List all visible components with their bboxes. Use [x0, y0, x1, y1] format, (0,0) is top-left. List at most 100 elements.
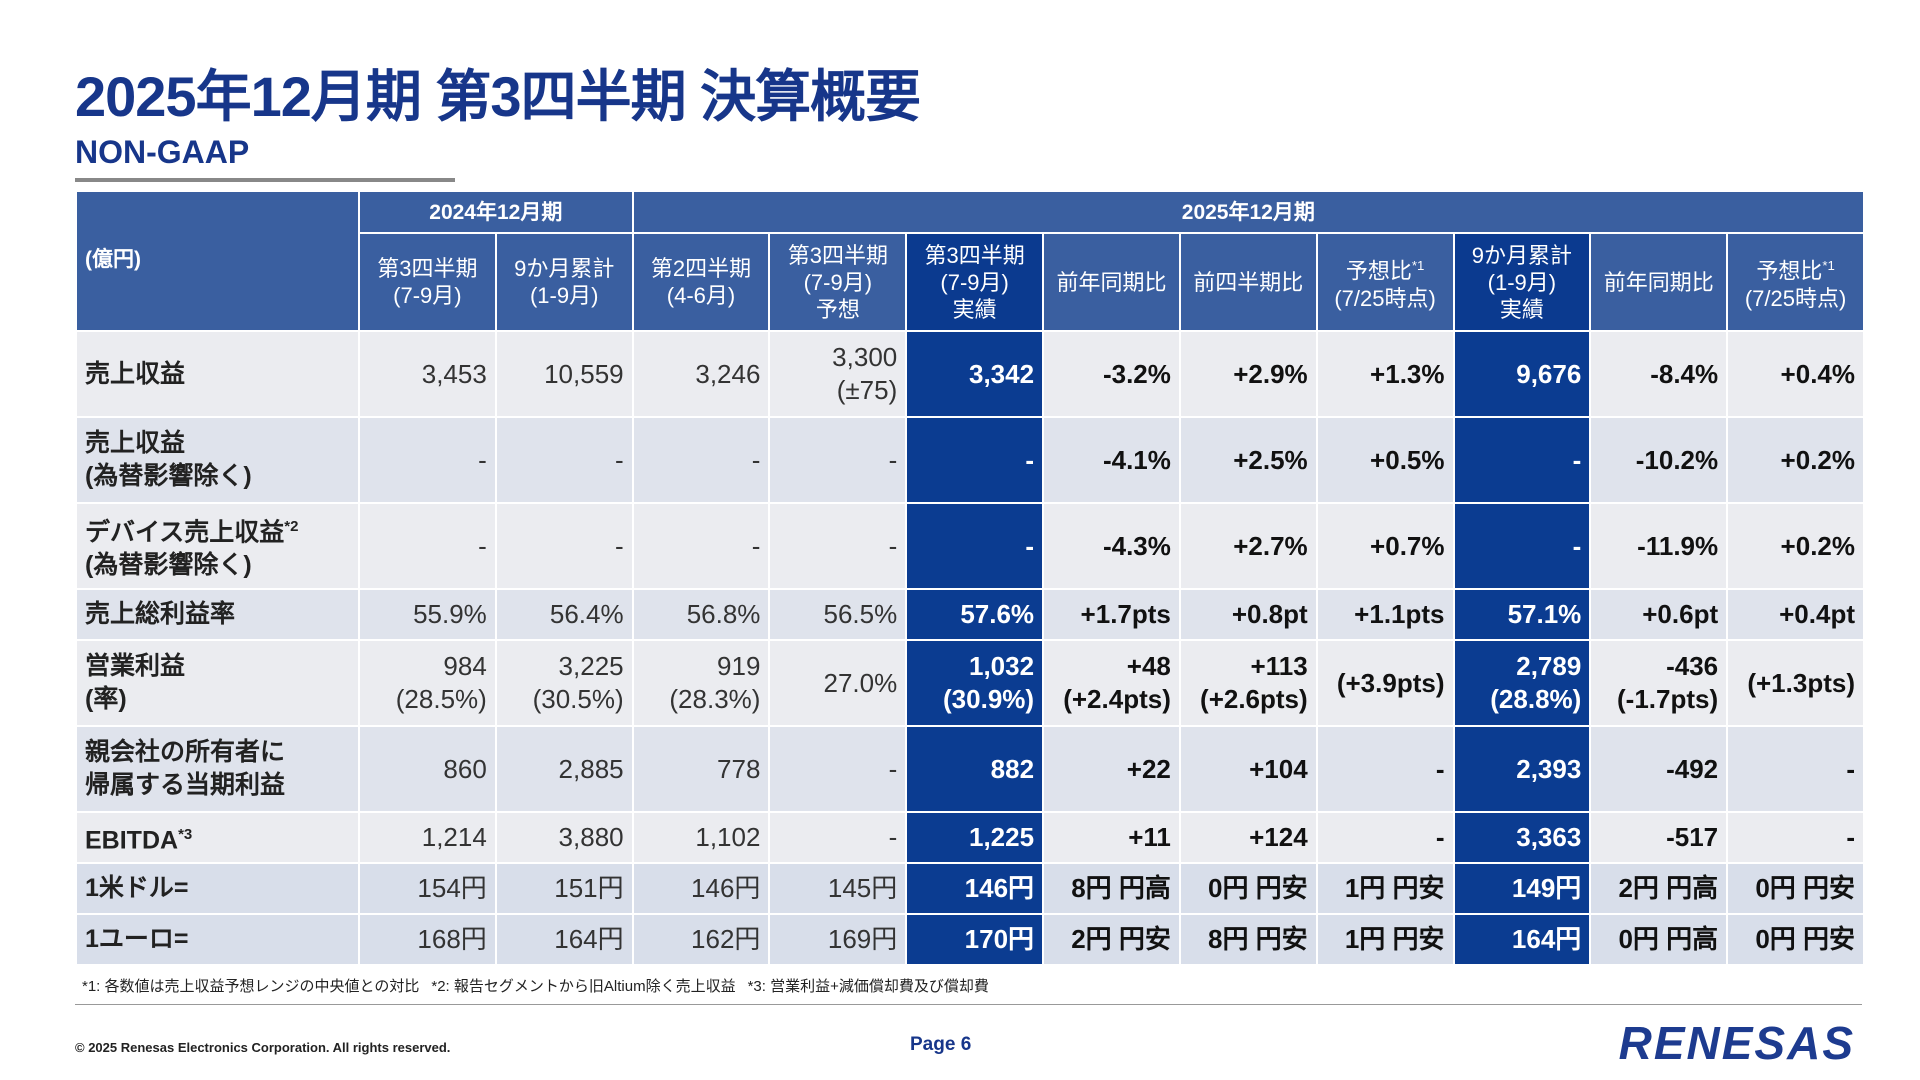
cell-line: (30.5%): [505, 683, 624, 716]
cell-line: +1.3%: [1326, 358, 1444, 391]
cell-line-text: +0.8pt: [1231, 599, 1308, 629]
cell-line-text: (+1.3pts): [1747, 667, 1855, 698]
cell-line: 0円 円安: [1189, 872, 1308, 905]
cell-line-text: +0.4%: [1780, 358, 1855, 389]
footnotes: *1: 各数値は売上収益予想レンジの中央値との対比 *2: 報告セグメントから旧A…: [82, 975, 1001, 996]
row-label: 売上収益 (為替影響除く): [75, 416, 360, 504]
cell-line-text: 164円: [1511, 924, 1582, 954]
cell-line: +1.1pts: [1326, 598, 1444, 631]
cell-line-text: 154円: [417, 873, 487, 903]
cell-line: 1,032: [915, 650, 1034, 683]
cell: 27.0%: [768, 639, 908, 727]
cell-line-text: 1,214: [421, 822, 487, 852]
cell-line: (+2.6pts): [1189, 683, 1308, 716]
cell: 0円 円安: [1178, 862, 1318, 915]
cell-line-text: 8円 円安: [1208, 924, 1308, 954]
cell: 151円: [494, 862, 634, 915]
cell: -4.1%: [1042, 416, 1181, 504]
cell: 162円: [631, 913, 771, 966]
cell-line: +0.2%: [1736, 444, 1855, 477]
header-line: (7-9月): [778, 269, 897, 296]
superscript: *3: [178, 825, 193, 843]
cell-line-text: 2円 円安: [1071, 924, 1171, 954]
cell-line-text: 56.4%: [549, 599, 624, 629]
cell-line: +0.8pt: [1189, 598, 1308, 631]
cell-line: -: [1326, 753, 1445, 786]
cell: 984 (28.5%): [358, 639, 497, 727]
header-line-text: (1-9月): [1487, 269, 1557, 295]
cell-line: -: [915, 530, 1034, 563]
header-line: 第2四半期: [642, 255, 761, 282]
cell: 154円: [358, 862, 497, 915]
cell: 55.9%: [358, 588, 497, 641]
cell: 0円 円高: [1589, 913, 1729, 966]
cell-line-text: 1,225: [968, 822, 1035, 852]
cell-line-text: 3,225: [558, 651, 624, 681]
cell: 2,885: [494, 725, 634, 813]
cell: +113 (+2.6pts): [1178, 639, 1318, 727]
cell-line-text: 145円: [827, 873, 898, 903]
cell-line: -3.2%: [1052, 358, 1171, 391]
cell-line-text: (-1.7pts): [1617, 684, 1719, 714]
cell-line: 57.1%: [1463, 598, 1582, 631]
cell-line: (+3.9pts): [1326, 667, 1445, 700]
cell-line: -: [778, 753, 898, 786]
header-line: 第3四半期: [915, 242, 1034, 269]
header-line-text: (4-6月): [666, 283, 736, 308]
header-line: (7-9月): [915, 269, 1034, 296]
cell-line: -492: [1599, 753, 1718, 786]
header-line: 予想比*1: [1326, 252, 1445, 284]
cell-line-text: -: [1025, 530, 1035, 561]
cell-line-text: -: [888, 444, 898, 475]
cell-line: 0円 円安: [1736, 872, 1855, 905]
cell: +11: [1042, 811, 1181, 864]
cell: -: [1315, 725, 1455, 813]
cell: +0.8pt: [1178, 588, 1318, 641]
cell-line: -: [1736, 753, 1855, 786]
cell: 778: [631, 725, 771, 813]
cell: -: [494, 502, 634, 590]
cell: 2,789 (28.8%): [1452, 639, 1592, 727]
cell-line-text: 1円 円安: [1344, 873, 1445, 903]
cell: 3,363: [1452, 811, 1592, 864]
table-row: 営業利益 (率) 984 (28.5%) 3,225 (30.5%) 919 (28.3%) 2…: [75, 639, 1865, 727]
cell-line-text: 3,246: [695, 358, 761, 389]
cell-line: (28.5%): [368, 683, 487, 716]
cell-line: 164円: [1463, 923, 1582, 956]
label-line-text: 営業利益: [85, 652, 186, 680]
label-line-text: 1ユーロ=: [85, 925, 189, 953]
cell: -492: [1589, 725, 1729, 813]
title: 2025年12月期 第3四半期 決算概要: [75, 65, 921, 128]
cell-line: 3,300: [778, 341, 897, 374]
cell-line-text: (+3.9pts): [1336, 667, 1445, 698]
cell-line-text: 151円: [554, 873, 624, 903]
cell-line-text: 9,676: [1516, 358, 1582, 389]
table-row: デバイス売上収益*2 (為替影響除く) - - - - - -4.3% +2.7% +0.7% - -…: [75, 502, 1865, 590]
cell-line-text: 168円: [417, 924, 487, 954]
label-line: 親会社の所有者に: [85, 736, 350, 769]
cell-line-text: -: [1572, 530, 1582, 561]
cell-line: (+1.3pts): [1736, 667, 1855, 700]
cell-line: 2円 円安: [1052, 923, 1171, 956]
cell: 146円: [905, 862, 1045, 915]
label-line: 売上収益: [85, 358, 350, 391]
cell-line: -: [778, 444, 898, 477]
cell-line-text: -: [1846, 753, 1855, 784]
footnote: *3: 営業利益+減価償却費及び償却費: [747, 978, 989, 995]
cell: 3,342: [905, 330, 1045, 418]
row-label: 売上総利益率: [75, 588, 360, 641]
header-line-text: 前年同期比: [1603, 269, 1714, 295]
label-line-text: 親会社の所有者に: [85, 738, 286, 766]
cell-line-text: +11: [1128, 822, 1171, 852]
cell: -: [358, 416, 497, 504]
cell-line: (-1.7pts): [1599, 683, 1718, 716]
cell-line-text: 984: [443, 651, 487, 681]
header-line: 第3四半期: [778, 242, 897, 269]
header-line: 第3四半期: [368, 255, 487, 282]
cell-line: (±75): [778, 374, 898, 407]
cell-line-text: -: [1435, 753, 1445, 784]
cell-line-text: -: [478, 444, 487, 475]
cell: -: [768, 725, 908, 813]
label-line: (率): [85, 683, 350, 716]
cell: +1.7pts: [1042, 588, 1181, 641]
